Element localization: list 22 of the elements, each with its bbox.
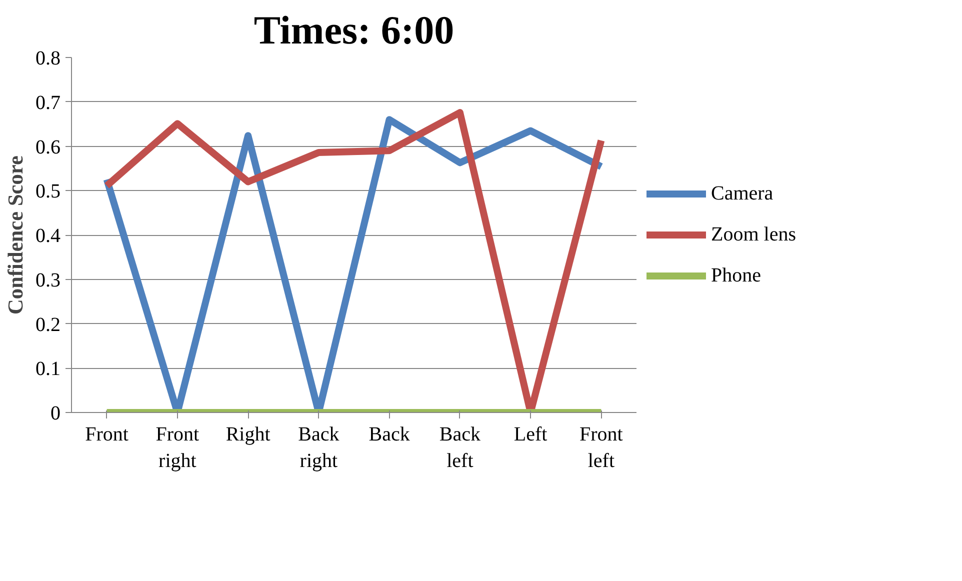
chart-title: Times: 6:00	[254, 8, 454, 52]
y-tick-label: 0.8	[36, 48, 60, 70]
x-tick-label: Front left	[580, 424, 624, 472]
x-tick-label: Back	[368, 424, 410, 446]
y-axis-title: Confidence Score	[4, 156, 28, 314]
x-tick-label: Back left	[439, 424, 480, 472]
legend-label: Camera	[711, 182, 774, 205]
y-tick-label: 0.3	[36, 269, 60, 292]
y-tick-label: 0.1	[36, 358, 60, 380]
x-tick-label: Right	[226, 424, 271, 446]
y-tick-label: 0.7	[36, 92, 60, 114]
x-tick-label: Front	[85, 424, 129, 446]
x-tick-label: Front right	[156, 424, 200, 472]
legend-label: Phone	[711, 264, 761, 287]
y-tick-label: 0.6	[36, 136, 60, 158]
y-tick-label: 0.4	[36, 225, 60, 247]
y-tick-label: 0.2	[36, 314, 60, 336]
legend-label: Zoom lens	[711, 223, 796, 246]
x-tick-label: Left	[514, 424, 548, 446]
x-tick-label: Back right	[298, 424, 340, 472]
y-tick-label: 0	[50, 402, 60, 424]
y-tick-label: 0.5	[36, 180, 60, 203]
